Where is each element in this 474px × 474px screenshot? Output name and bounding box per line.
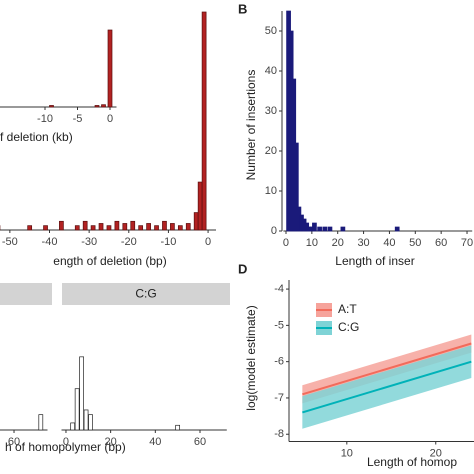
bar [312, 222, 317, 232]
x-tick-label: -10 [160, 236, 176, 248]
x-axis-label: Length of inser [335, 254, 414, 268]
panel-label: B [238, 1, 247, 16]
bar [49, 105, 54, 108]
x-tick-label: 20 [105, 436, 117, 448]
x-tick-label: -40 [42, 236, 58, 248]
bar [74, 225, 80, 231]
bar [201, 11, 207, 231]
bar [27, 225, 33, 231]
y-tick-label: 0 [271, 225, 277, 237]
y-axis-label: Number of insertions [244, 70, 258, 181]
x-tick-label: 10 [341, 447, 353, 459]
x-tick-label: 40 [383, 237, 395, 249]
y-tick-label: 20 [265, 145, 277, 157]
x-tick-label: -10 [37, 113, 53, 125]
bar [154, 225, 159, 231]
bar [43, 225, 48, 231]
x-tick-label: 0 [283, 237, 289, 249]
x-tick-label: 60 [194, 436, 206, 448]
bar [122, 223, 128, 231]
bar [138, 225, 144, 231]
x-tick-label: -5 [73, 113, 83, 125]
y-tick-label: -6 [274, 356, 284, 368]
bar [74, 388, 80, 431]
x-tick-label: 40 [149, 436, 161, 448]
x-tick-label: -20 [121, 236, 137, 248]
x-axis-label: Length of homop [367, 455, 457, 469]
x-tick-label: -50 [2, 236, 18, 248]
y-tick-label: 40 [265, 65, 277, 77]
bar [88, 414, 93, 431]
bar [327, 226, 333, 232]
facet-strip [0, 283, 52, 305]
bar [82, 220, 88, 231]
bar [193, 212, 199, 231]
bar [322, 226, 328, 232]
x-tick-label: 0 [205, 236, 211, 248]
x-tick-label: 0 [63, 436, 69, 448]
x-tick-label: 0 [107, 113, 113, 125]
y-tick-label: 30 [265, 105, 277, 117]
bar [394, 226, 400, 232]
line [302, 342, 472, 396]
bar [185, 223, 191, 231]
y-tick-label: 50 [265, 25, 277, 37]
bar [170, 223, 175, 231]
x-tick-label: 70 [461, 237, 473, 249]
x-tick-label: 60 [8, 436, 20, 448]
bar [98, 223, 104, 231]
x-axis-label: f deletion (kb) [0, 130, 73, 144]
y-tick-label: -7 [274, 392, 284, 404]
bar [79, 356, 84, 431]
x-tick-label: 10 [306, 237, 318, 249]
bar [94, 105, 100, 108]
bar [162, 220, 167, 231]
x-tick-label: 50 [409, 237, 421, 249]
legend-label: C:G [338, 320, 359, 334]
y-axis-label: log(model estimate) [244, 305, 258, 410]
y-tick-label: -5 [274, 319, 284, 331]
bar [101, 104, 106, 108]
x-axis-label: ength of deletion (bp) [53, 254, 166, 268]
bar [130, 220, 136, 231]
bar [38, 414, 44, 431]
x-tick-label: 20 [332, 237, 344, 249]
x-tick-label: 30 [357, 237, 369, 249]
panel-label: D [238, 261, 247, 276]
y-tick-label: 10 [265, 185, 277, 197]
x-tick-label: -30 [81, 236, 97, 248]
bar [114, 220, 120, 231]
bar [59, 220, 64, 231]
x-tick-label: 20 [430, 447, 442, 459]
bar [177, 225, 183, 231]
bar [197, 181, 203, 231]
bar [293, 142, 299, 232]
bar [340, 226, 346, 232]
bar [90, 225, 96, 231]
bar [70, 422, 76, 431]
legend-label: A:T [338, 302, 357, 316]
bar [146, 223, 151, 231]
bar [317, 226, 322, 232]
x-tick-label: 60 [435, 237, 447, 249]
bar [107, 29, 113, 108]
line [302, 360, 472, 414]
bar [106, 225, 112, 231]
x-axis-label: h of homopolymer (bp) [5, 440, 126, 454]
bar [83, 409, 89, 431]
y-tick-label: -8 [274, 428, 284, 440]
y-tick-label: -4 [274, 283, 284, 295]
facet-strip [62, 283, 230, 305]
bar [175, 424, 181, 431]
strip-label: C:G [135, 287, 156, 301]
